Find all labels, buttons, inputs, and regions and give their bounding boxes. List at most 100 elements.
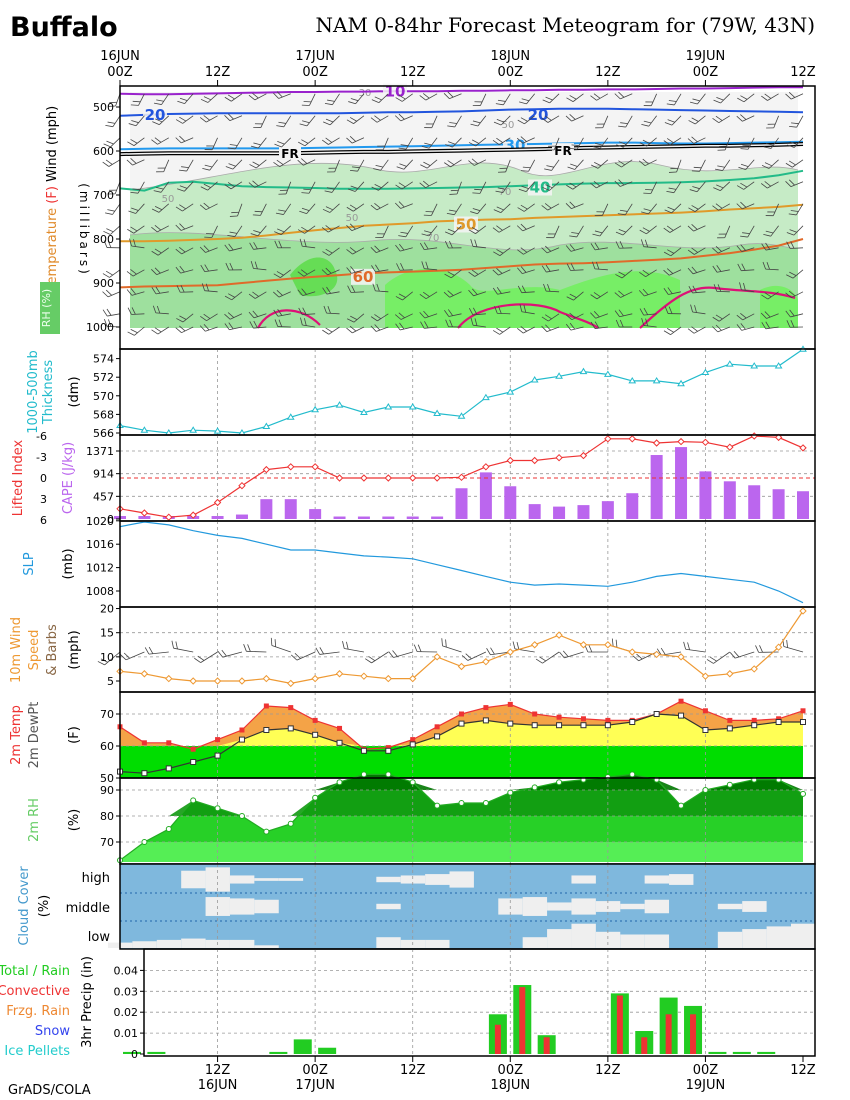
wind-barb-feather xyxy=(712,265,718,273)
rh2m-point xyxy=(360,771,367,778)
wind-barb-feather xyxy=(788,160,796,166)
thickness-point xyxy=(335,401,344,408)
wind-barb xyxy=(250,261,267,271)
wind-barb-staff xyxy=(296,651,316,661)
rh2m-unit: (%) xyxy=(67,809,82,832)
wind-barb xyxy=(468,225,487,234)
wind-barb-feather xyxy=(760,183,768,189)
wind-barb-staff xyxy=(795,203,804,216)
wind-barb-feather xyxy=(106,308,112,316)
wind-barb-staff xyxy=(549,181,560,191)
wind-barb-staff xyxy=(135,203,145,214)
wind-barb-feather xyxy=(346,137,353,144)
wind-barb xyxy=(663,247,682,257)
cape-bar xyxy=(284,499,297,519)
wind-barb xyxy=(740,137,755,150)
wind-barb xyxy=(419,93,438,101)
wind-barb-feather xyxy=(638,290,645,297)
wind-barb-staff xyxy=(157,326,170,335)
wind-barb xyxy=(688,285,706,294)
wind-barb-feather xyxy=(618,290,625,297)
wind-barb-feather xyxy=(199,246,206,253)
wind-barb-staff xyxy=(743,181,755,190)
wind-barb-staff xyxy=(570,269,584,271)
wind-barb-feather xyxy=(419,95,426,101)
wind-barb-feather xyxy=(643,208,652,212)
wind-barb xyxy=(301,181,316,194)
wind-barb-feather xyxy=(690,304,693,313)
wind-barb-feather xyxy=(107,240,112,248)
wind-barb-feather xyxy=(303,188,311,191)
date-label-top: 17JUN xyxy=(295,49,335,64)
wind-barb-staff xyxy=(474,269,487,277)
wind-barb-feather xyxy=(570,163,578,167)
wind-barb-feather xyxy=(716,96,724,101)
wind-barb-feather xyxy=(539,656,547,662)
wind-barb-feather xyxy=(127,307,132,315)
wind-barb-staff xyxy=(621,159,633,168)
wind-barb-feather xyxy=(175,248,182,255)
date-label-bottom: 19JUN xyxy=(686,1078,726,1093)
wind-barb xyxy=(297,269,316,277)
wind-barb-feather xyxy=(493,209,501,214)
wind-barb-feather xyxy=(691,326,698,332)
wind-barb-feather xyxy=(276,271,284,276)
wind-barb-feather xyxy=(764,162,773,167)
wind-barb-feather xyxy=(349,247,357,253)
cloud-cell-middle xyxy=(522,897,548,916)
cloud-cell-low xyxy=(742,929,767,948)
wind-barb xyxy=(419,180,438,189)
wind-barb-staff xyxy=(480,93,487,106)
wind-barb-feather xyxy=(736,314,743,321)
temperature-contour-label: 40 xyxy=(530,179,551,197)
wind-barb xyxy=(175,115,194,124)
wind-barb-feather xyxy=(755,645,759,653)
wind-barb-staff xyxy=(114,181,121,195)
wind-barb-feather xyxy=(106,228,114,233)
wind-barb-feather xyxy=(785,292,792,299)
wind-barb xyxy=(789,115,804,128)
wind-barb xyxy=(688,115,706,125)
wind-barb xyxy=(668,159,682,173)
dewpt2m-point xyxy=(360,747,367,754)
wind-barb-feather xyxy=(713,284,718,292)
wind-barb-feather xyxy=(444,162,451,168)
wind-barb-staff xyxy=(765,247,779,251)
rh2m-point xyxy=(482,800,489,806)
wind-barb xyxy=(656,647,682,656)
wind-barb-staff xyxy=(546,290,560,293)
wind-barb-staff xyxy=(456,181,462,195)
wind-barb-staff xyxy=(156,269,169,276)
wind-barb xyxy=(364,651,389,664)
wind-barb xyxy=(614,179,633,187)
wind-barb xyxy=(250,137,267,149)
wind-barb-staff xyxy=(498,225,511,233)
wind-barb xyxy=(301,93,316,106)
wind-barb-feather xyxy=(667,119,675,123)
wind-barb xyxy=(566,291,584,301)
lifted-index-point xyxy=(604,435,612,443)
wind-barb-feather xyxy=(590,312,596,319)
temperature-contour-line xyxy=(119,86,803,96)
wind-barb-staff xyxy=(328,137,340,145)
wind-barb xyxy=(643,93,658,107)
wind-barb-feather xyxy=(342,641,345,649)
wind-barb-feather xyxy=(496,327,504,333)
wind-barb-staff xyxy=(306,203,316,214)
wind-barb xyxy=(493,247,511,256)
wind-barb-staff xyxy=(767,291,779,300)
wind-barb-feather xyxy=(543,283,547,292)
dewpt2m-point xyxy=(482,717,489,724)
wind-barb-feather xyxy=(666,138,674,144)
wind-barb-feather xyxy=(374,115,381,121)
wind-barb xyxy=(375,225,389,238)
wind-barb-staff xyxy=(425,181,438,189)
dewpt2m-point xyxy=(726,725,733,732)
wind-barb-staff xyxy=(277,313,291,317)
wind-barb-feather xyxy=(105,212,113,215)
wind-barb-feather xyxy=(129,238,132,247)
wind-barb-feather xyxy=(203,183,211,188)
wind-barb-feather xyxy=(227,182,235,188)
wind-barb-feather xyxy=(788,290,796,297)
